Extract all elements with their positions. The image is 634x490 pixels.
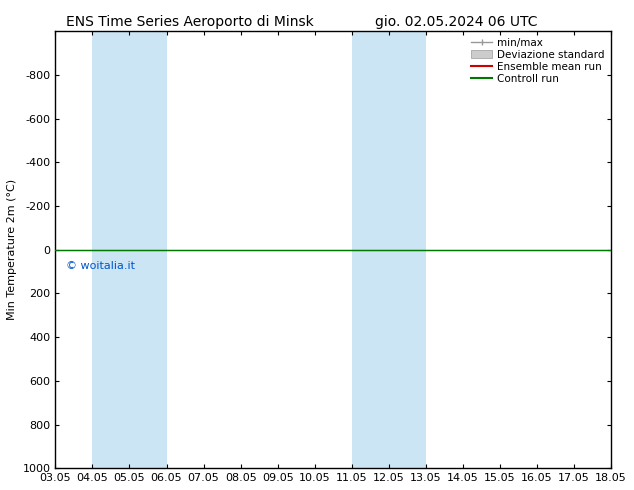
Bar bbox=[129, 31, 167, 468]
Y-axis label: Min Temperature 2m (°C): Min Temperature 2m (°C) bbox=[7, 179, 17, 320]
Text: gio. 02.05.2024 06 UTC: gio. 02.05.2024 06 UTC bbox=[375, 15, 538, 29]
Text: © woitalia.it: © woitalia.it bbox=[67, 261, 136, 271]
Bar bbox=[352, 31, 389, 468]
Bar bbox=[389, 31, 426, 468]
Text: ENS Time Series Aeroporto di Minsk: ENS Time Series Aeroporto di Minsk bbox=[67, 15, 314, 29]
Bar bbox=[93, 31, 129, 468]
Legend: min/max, Deviazione standard, Ensemble mean run, Controll run: min/max, Deviazione standard, Ensemble m… bbox=[469, 35, 608, 87]
